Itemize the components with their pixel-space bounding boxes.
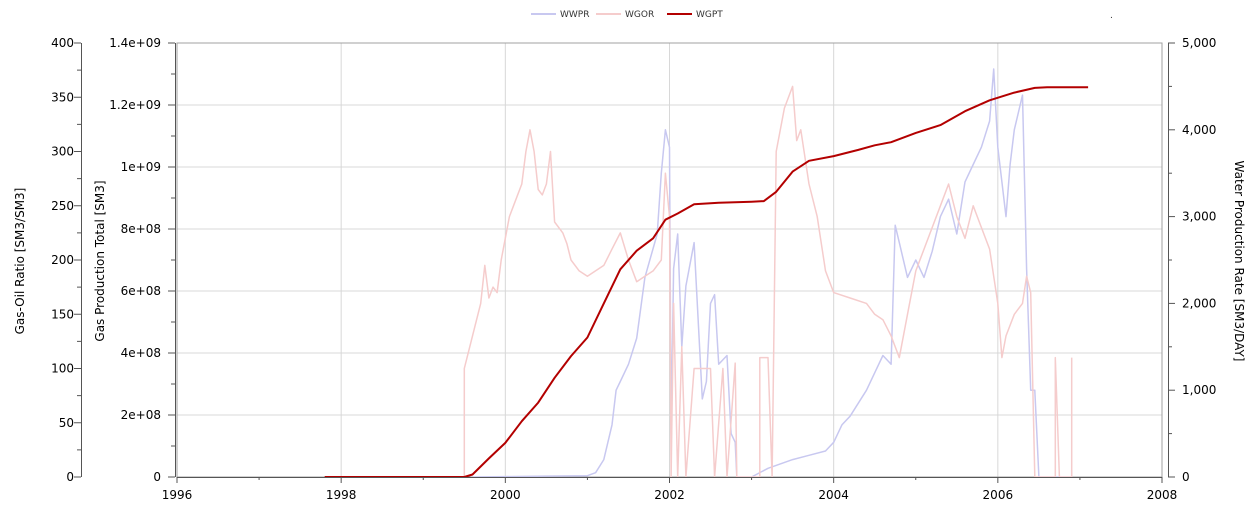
x-tick-label: 2008 xyxy=(1147,488,1178,502)
legend-label-wwpr: WWPR xyxy=(560,10,589,20)
series-group xyxy=(324,68,1089,478)
axes: 1996 1998 2000 2002 2004 2006 2008050100150200… xyxy=(51,36,1216,502)
x-tick-label: 2002 xyxy=(654,488,685,502)
y-tick-label-wpr: 3,000 xyxy=(1182,210,1216,224)
legend-label-wgor: WGOR xyxy=(625,10,654,20)
x-tick-label: 1996 xyxy=(162,488,193,502)
y-tick-label-gor: 150 xyxy=(51,307,74,321)
y-tick-label-gor: 350 xyxy=(51,90,74,104)
y-tick-label-gpt: 2e+08 xyxy=(121,408,161,422)
y-tick-label-gor: 250 xyxy=(51,199,74,213)
y-tick-label-wpr: 5,000 xyxy=(1182,36,1216,50)
legend-label-wgpt: WGPT xyxy=(696,10,723,20)
corner-mark: . xyxy=(1110,11,1113,21)
y-tick-label-wpr: 0 xyxy=(1182,470,1190,484)
x-tick-label: 1998 xyxy=(326,488,357,502)
y-tick-label-wpr: 1,000 xyxy=(1182,383,1216,397)
y-tick-label-gpt: 1.4e+09 xyxy=(109,36,161,50)
y-axis-title-gor: Gas-Oil Ratio [SM3/SM3] xyxy=(13,188,27,335)
y-tick-label-gor: 300 xyxy=(51,145,74,159)
y-tick-label-gpt: 8e+08 xyxy=(121,222,161,236)
y-axis-title-gpt: Gas Production Total [SM3] xyxy=(93,180,107,341)
y-tick-label-wpr: 4,000 xyxy=(1182,123,1216,137)
y-tick-label-gpt: 1.2e+09 xyxy=(109,98,161,112)
y-tick-label-gpt: 0 xyxy=(153,470,161,484)
y-axis-title-wpr: Water Production Rate [SM3/DAY] xyxy=(1232,161,1246,362)
y-tick-label-gpt: 6e+08 xyxy=(121,284,161,298)
y-tick-label-wpr: 2,000 xyxy=(1182,296,1216,310)
series-line-wgpt xyxy=(324,86,1089,478)
x-tick-label: 2004 xyxy=(818,488,849,502)
y-tick-label-gpt: 4e+08 xyxy=(121,346,161,360)
y-tick-label-gor: 50 xyxy=(59,416,74,430)
x-tick-label: 2000 xyxy=(490,488,521,502)
legend: WWPR WGOR WGPT xyxy=(531,10,723,20)
series-line-wgor xyxy=(463,85,1073,478)
series-line-wwpr xyxy=(472,68,1073,478)
x-tick-label: 2006 xyxy=(983,488,1014,502)
y-tick-label-gor: 400 xyxy=(51,36,74,50)
y-tick-label-gor: 100 xyxy=(51,362,74,376)
y-tick-label-gpt: 1e+09 xyxy=(121,160,161,174)
y-tick-label-gor: 200 xyxy=(51,253,74,267)
y-tick-label-gor: 0 xyxy=(66,470,74,484)
